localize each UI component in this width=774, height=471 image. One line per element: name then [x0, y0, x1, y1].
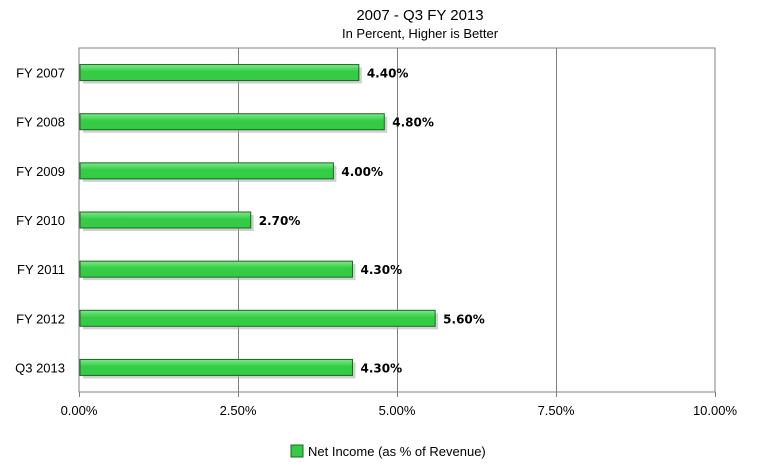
- bar: [79, 211, 252, 229]
- bar: [79, 113, 385, 131]
- chart-subtitle: In Percent, Higher is Better: [342, 26, 499, 41]
- chart-title: 2007 - Q3 FY 2013: [356, 7, 483, 24]
- category-label: Q3 2013: [15, 360, 65, 375]
- data-label: 4.30%: [360, 361, 402, 375]
- legend-label: Net Income (as % of Revenue): [308, 444, 486, 459]
- data-label: 2.70%: [259, 214, 301, 228]
- x-tick-label: 2.50%: [220, 403, 257, 418]
- data-label: 4.80%: [392, 116, 434, 130]
- data-label: 4.40%: [367, 67, 409, 81]
- category-label: FY 2009: [16, 164, 65, 179]
- data-label: 4.00%: [341, 165, 383, 179]
- x-tick-label: 10.00%: [693, 403, 738, 418]
- grid-lines: [78, 47, 716, 397]
- category-label: FY 2008: [16, 115, 65, 130]
- data-label: 5.60%: [443, 312, 485, 326]
- x-tick-label: 0.00%: [61, 403, 98, 418]
- bar: [79, 260, 353, 278]
- category-label: FY 2011: [17, 262, 65, 277]
- bar: [79, 358, 353, 376]
- bar: [79, 162, 334, 180]
- bar: [79, 309, 436, 327]
- data-label: 4.30%: [360, 263, 402, 277]
- labels: 0.00% 2.50% 5.00% 7.50% 10.00% FY 2007 4.40% FY…: [15, 66, 737, 418]
- x-tick-label: 5.00%: [379, 403, 416, 418]
- bar: [79, 64, 360, 82]
- legend: Net Income (as % of Revenue): [290, 444, 486, 459]
- category-label: FY 2007: [16, 66, 65, 81]
- x-tick-label: 7.50%: [538, 403, 575, 418]
- category-label: FY 2012: [16, 311, 65, 326]
- bars: [79, 64, 439, 379]
- legend-swatch: [290, 444, 304, 458]
- category-label: FY 2010: [16, 213, 65, 228]
